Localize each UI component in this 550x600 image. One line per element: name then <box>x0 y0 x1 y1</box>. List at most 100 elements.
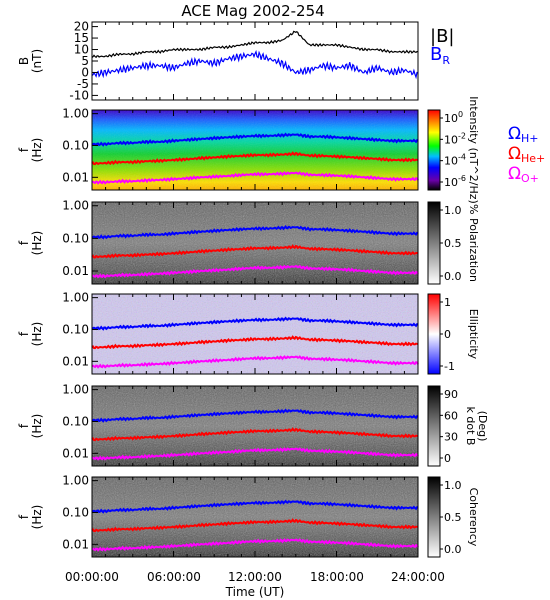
y-axis-unit: (Hz) <box>30 505 44 530</box>
y-tick-label: 10 <box>74 43 89 57</box>
colorbar-tick-label: 100 <box>444 110 463 125</box>
colorbar-label: Coherency <box>467 488 480 547</box>
y-tick-label: -10 <box>69 88 89 102</box>
y-tick-label: 1.00 <box>62 474 89 488</box>
colorbar-tick-label: 10-2 <box>444 131 466 146</box>
y-tick-label: 0.10 <box>62 138 89 152</box>
gyro-line-he <box>91 518 419 533</box>
panel-4: 1.00 0.10 0.01 1 0 -1 Ellipticity f (Hz) <box>17 291 480 375</box>
tick-exponent: -2 <box>458 131 466 140</box>
colorbar <box>427 385 441 467</box>
y-tick-label: 1.00 <box>62 107 89 121</box>
x-tick-label: 24:00:00 <box>391 570 445 584</box>
colorbar-label: % Polarization <box>467 204 480 282</box>
legend-o: ΩO+ <box>508 164 539 185</box>
colorbar-tick-label: 1.0 <box>444 479 462 492</box>
figure-title: ACE Mag 2002-254 <box>181 2 324 20</box>
series-br <box>91 49 418 80</box>
colorbar-tick-label: 30 <box>444 431 458 444</box>
tick-base: 10 <box>444 176 458 189</box>
y-tick-label: 5 <box>81 54 89 68</box>
tick-exponent: -4 <box>458 153 466 162</box>
y-tick-label: -5 <box>77 77 89 91</box>
colorbar-tick-label: 0.0 <box>444 543 462 556</box>
y-tick-label: 0.01 <box>62 264 89 278</box>
y-tick-label: 0.01 <box>62 354 89 368</box>
colorbar-tick-label: 0.5 <box>444 511 462 524</box>
y-axis-unit: (Hz) <box>30 231 44 256</box>
colorbar-tick-label: 60 <box>444 409 458 422</box>
y-axis-unit: (Hz) <box>30 322 44 347</box>
colorbar-tick-label: 0.0 <box>444 270 462 283</box>
y-axis-label: f <box>17 240 31 245</box>
gyro-line-o <box>91 264 419 279</box>
y-axis-label: B <box>17 57 31 65</box>
colorbar-tick-label: 90 <box>444 388 458 401</box>
series-b-total <box>91 30 419 59</box>
colorbar-tick-label: 0 <box>444 452 451 465</box>
gyro-line-he <box>91 244 419 259</box>
colorbar-label: k dot B <box>464 407 477 446</box>
y-tick-label: 0.01 <box>62 170 89 184</box>
gyro-line-h <box>91 499 419 514</box>
colorbar-label: (Deg) <box>476 411 489 442</box>
colorbar-tick-label: 0.5 <box>444 237 462 250</box>
colorbar-tick-label: -1 <box>444 360 455 373</box>
panel-6: 1.00 0.10 0.01 1.0 0.5 0.0 Coherency f (Hz) <box>17 474 480 558</box>
y-tick-label: 0.01 <box>62 446 89 460</box>
legend-br: BR <box>430 44 450 67</box>
y-tick-label: 15 <box>74 31 89 45</box>
y-axis-unit: (Hz) <box>30 138 44 163</box>
gyro-line-h <box>91 316 419 331</box>
colorbar-tick-label: 1.0 <box>444 204 462 217</box>
legend-ions: ΩH+ ΩHe+ ΩO+ <box>508 124 545 185</box>
panel-5: 1.00 0.10 0.01 90 60 30 0 k dot B (Deg) f (Hz) <box>17 383 489 467</box>
gyro-line-he <box>91 151 419 166</box>
colorbar-label: Ellipticity <box>467 309 480 360</box>
y-tick-label: 1.00 <box>62 291 89 305</box>
x-tick-label: 12:00:00 <box>228 570 282 584</box>
gyro-line-h <box>91 132 419 147</box>
tick-exponent: 0 <box>458 110 463 119</box>
gyro-line-he <box>91 427 419 442</box>
panel-3: 1.00 0.10 0.01 1.0 0.5 0.0 % Polarization f (Hz) <box>17 199 480 285</box>
y-tick-label: 0.10 <box>62 414 89 428</box>
y-tick-label: 0.10 <box>62 231 89 245</box>
legend-h: ΩH+ <box>508 124 539 145</box>
x-tick-label: 18:00:00 <box>310 570 364 584</box>
gyro-line-o <box>91 538 419 552</box>
x-tick-label: 06:00:00 <box>147 570 201 584</box>
plot-background <box>92 22 418 100</box>
y-tick-label: 1.00 <box>62 199 89 213</box>
legend-b-total: |B| <box>430 26 454 47</box>
colorbar-tick-label: 1 <box>444 296 451 309</box>
y-axis-label: f <box>17 423 31 428</box>
y-axis-label: f <box>17 514 31 519</box>
legend-he: ΩHe+ <box>508 144 545 165</box>
colorbar-label: Intensity (nT^2/Hz) <box>467 96 480 204</box>
y-tick-label: 20 <box>74 20 89 34</box>
colorbar-tick-label: 10-6 <box>444 174 466 189</box>
gyro-line-o <box>91 355 419 369</box>
y-tick-label: 1.00 <box>62 383 89 397</box>
y-axis-unit: (Hz) <box>30 414 44 439</box>
x-axis-label: Time (UT) <box>225 585 285 599</box>
colorbar <box>427 293 441 375</box>
gyro-line-o <box>91 447 419 461</box>
legend-top: |B| BR <box>430 26 454 67</box>
tick-base: 10 <box>444 155 458 168</box>
tick-exponent: -6 <box>458 174 466 183</box>
colorbar-tick-label: 0 <box>444 328 451 341</box>
x-tick-label: 00:00:00 <box>65 570 119 584</box>
y-axis-unit: (nT) <box>30 49 44 73</box>
gyro-line-o <box>91 171 419 185</box>
y-axis-label: f <box>17 331 31 336</box>
y-tick-label: 0.10 <box>62 322 89 336</box>
y-tick-label: 0.01 <box>62 537 89 551</box>
colorbar <box>427 476 441 558</box>
colorbar <box>427 201 441 285</box>
colorbar <box>427 109 441 191</box>
